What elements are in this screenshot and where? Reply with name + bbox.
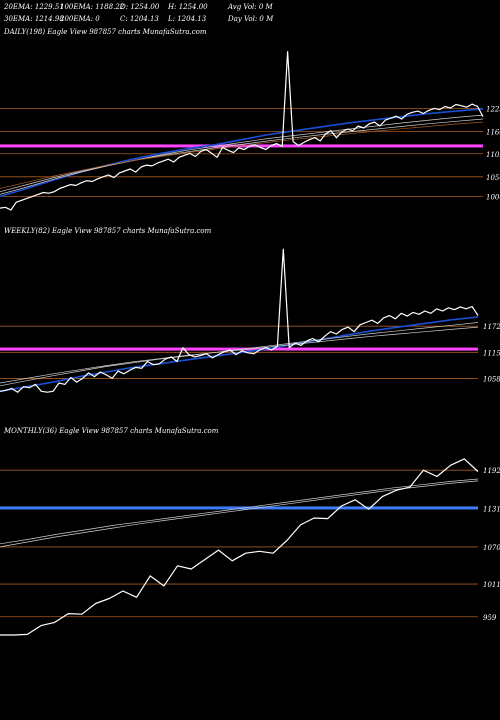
panel-title-monthly: MONTHLY(36) Eagle View 987857 charts Mun… — [3, 427, 219, 435]
header-close: C: 1204.13 — [120, 15, 159, 23]
price-line — [0, 248, 479, 393]
ema-line — [0, 121, 484, 189]
y-tick-label: 1115 — [483, 349, 500, 357]
daily-panel: 1225 1166 1109 1050 1000 — [0, 51, 500, 211]
y-tick-label: 1109 — [486, 151, 500, 159]
ema-line — [0, 480, 479, 548]
ema-line — [0, 326, 479, 384]
y-tick-label: 1070 — [483, 544, 500, 552]
header-open: O: 1254.00 — [120, 3, 160, 11]
panel-title-weekly: WEEKLY(82) Eagle View 987857 charts Muna… — [4, 227, 212, 235]
y-tick-label: 1058 — [483, 375, 500, 383]
header-avg-vol: Avg Vol: 0 M — [227, 3, 274, 11]
y-tick-label: 1050 — [486, 174, 500, 182]
ema-line — [0, 118, 484, 193]
y-tick-label: 1000 — [486, 193, 500, 201]
y-tick-label: 1172 — [483, 323, 500, 331]
ema-line — [0, 322, 479, 387]
level-line — [0, 347, 478, 351]
header-low: L: 1204.13 — [167, 15, 207, 23]
header-row-1: 20EMA: 1229.51 100EMA: 1188.22 O: 1254.0… — [3, 3, 274, 11]
y-tick-label: 1166 — [486, 128, 500, 136]
ema-line — [0, 478, 479, 545]
y-tick-label: 1192 — [483, 467, 500, 475]
header-100ema: 100EMA: 1188.22 — [60, 3, 125, 11]
header-day-vol: Day Vol: 0 M — [227, 15, 274, 23]
level-line — [0, 506, 478, 510]
header-row-2: 30EMA: 1214.98 200EMA: 0 C: 1204.13 L: 1… — [4, 15, 274, 23]
ema-line — [0, 114, 484, 195]
y-tick-label: 1011 — [483, 581, 500, 589]
header-30ema: 30EMA: 1214.98 — [4, 15, 64, 23]
price-line — [0, 458, 479, 636]
level-line — [0, 144, 483, 148]
header-20ema: 20EMA: 1229.51 — [3, 3, 64, 11]
y-tick-label: 1225 — [486, 105, 500, 113]
price-line — [0, 51, 484, 211]
monthly-panel: 1192 1131 1070 1011 959 — [0, 458, 500, 636]
y-tick-label: 1131 — [483, 506, 500, 514]
y-tick-label: 959 — [483, 614, 497, 622]
panel-title-daily: DAILY(198) Eagle View 987857 charts Muna… — [3, 28, 207, 36]
weekly-panel: 1172 1115 1058 — [0, 248, 500, 393]
header-200ema: 200EMA: 0 — [59, 15, 100, 23]
header-high: H: 1254.00 — [167, 3, 208, 11]
